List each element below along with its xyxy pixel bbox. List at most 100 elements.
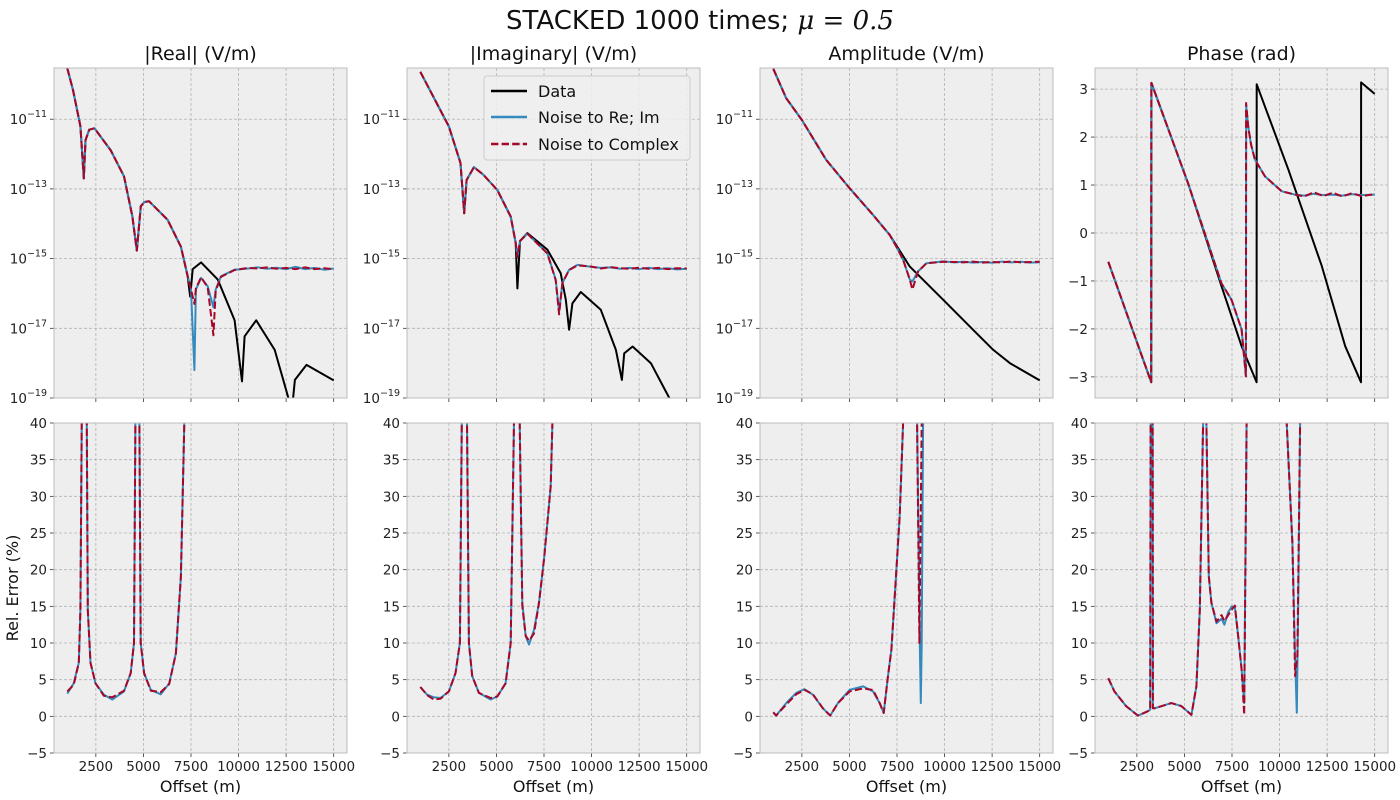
x-tick-label: 10000: [570, 759, 613, 775]
y-tick-label: 10−13: [363, 179, 400, 198]
x-tick-label: 2500: [79, 759, 113, 775]
plot-area: [760, 423, 1053, 753]
y-tick-label: 40: [736, 416, 753, 432]
y-tick-label: 10−11: [716, 109, 753, 128]
y-tick-label: 0: [1079, 226, 1088, 242]
subplot-title: |Real| (V/m): [144, 43, 257, 65]
suptitle-math: μ = 0.5: [797, 6, 894, 36]
x-tick-label: 5000: [126, 759, 160, 775]
legend-label: Noise to Complex: [538, 135, 679, 154]
suptitle-text: STACKED 1000 times;: [506, 6, 797, 36]
legend-box: [483, 75, 691, 161]
x-tick-label: 2500: [432, 759, 466, 775]
y-tick-label: 10−17: [716, 318, 753, 337]
y-tick-label: 15: [736, 599, 753, 615]
subplot-title: Amplitude (V/m): [828, 43, 984, 65]
y-tick-label: 10−15: [363, 249, 400, 268]
x-axis-label: Offset (m): [1201, 777, 1282, 796]
x-tick-label: 15000: [665, 759, 708, 775]
y-tick-label: 35: [30, 453, 47, 469]
subplot-3: −3 −2 −1 0 1 2 3 Phase (rad): [1068, 43, 1389, 402]
y-tick-label: 30: [30, 489, 47, 505]
series-line-noise-to-complex: [66, 423, 186, 699]
series-line-noise-to-complex: [1107, 81, 1375, 384]
y-tick-label: −1: [1068, 274, 1088, 290]
y-tick-label: 15: [1071, 599, 1088, 615]
y-tick-label: 15: [30, 599, 47, 615]
series-group: [419, 71, 687, 398]
x-tick-label: 15000: [1018, 759, 1061, 775]
x-tick-label: 2500: [1120, 759, 1154, 775]
y-tick-label: 2: [1079, 130, 1088, 146]
series-line-noise-to-complex: [419, 71, 687, 316]
plot-area: [1095, 423, 1388, 753]
y-tick-label: 10: [383, 636, 400, 652]
x-tick-label: 5000: [1167, 759, 1201, 775]
y-tick-label: 10−11: [10, 109, 47, 128]
x-tick-label: 15000: [312, 759, 355, 775]
x-tick-label: 12500: [618, 759, 661, 775]
y-tick-label: 35: [1071, 453, 1088, 469]
plot-area: [760, 68, 1053, 398]
y-tick-label: 10−17: [363, 318, 400, 337]
y-tick-label: −5: [733, 746, 753, 762]
series-group: [772, 68, 1041, 382]
plot-area: [54, 68, 347, 398]
y-tick-label: −5: [380, 746, 400, 762]
axes-frame: [1094, 422, 1389, 754]
legend: Data Noise to Re; Im Noise to Complex: [483, 75, 691, 161]
subplot-2: 10−11 10−13 10−15 10−17 10−19 Amplitude (V/m): [716, 43, 1054, 407]
axes-frame: [759, 422, 1054, 754]
subplot-0: 10−11 10−13 10−15 10−17 10−19 |Real| (V/m): [10, 43, 348, 407]
y-tick-label: 0: [744, 709, 753, 725]
y-tick-label: 0: [38, 709, 47, 725]
y-tick-label: 10: [1071, 636, 1088, 652]
y-tick-label: 20: [1071, 563, 1088, 579]
y-tick-label: 15: [383, 599, 400, 615]
y-tick-label: 0: [1079, 709, 1088, 725]
series-line-noise-to-complex: [772, 423, 923, 717]
y-tick-label: 10−15: [10, 249, 47, 268]
x-tick-label: 7500: [174, 759, 208, 775]
x-axis-label: Offset (m): [160, 777, 241, 796]
axes-frame: [759, 67, 1054, 399]
x-tick-label: 10000: [923, 759, 966, 775]
y-tick-label: 20: [30, 563, 47, 579]
series-line-noise-to-complex: [66, 68, 334, 337]
axes-frame: [1094, 67, 1389, 399]
series-group: [66, 423, 186, 701]
y-tick-label: 25: [30, 526, 47, 542]
y-tick-label: 25: [736, 526, 753, 542]
y-axis-label: Rel. Error (%): [3, 535, 22, 642]
axes-frame: [406, 67, 701, 399]
y-tick-label: 30: [1071, 489, 1088, 505]
y-tick-label: 1: [1079, 178, 1088, 194]
x-tick-label: 10000: [217, 759, 260, 775]
subplot-1: 10−11 10−13 10−15 10−17 10−19 |Imaginary| (V/…: [363, 43, 701, 407]
y-tick-label: 35: [736, 453, 753, 469]
y-tick-label: 3: [1079, 82, 1088, 98]
x-tick-label: 5000: [832, 759, 866, 775]
y-tick-label: 10−13: [10, 179, 47, 198]
x-tick-label: 7500: [880, 759, 914, 775]
axes-frame: [53, 67, 348, 399]
y-tick-label: 5: [38, 673, 47, 689]
y-tick-label: 10−19: [10, 388, 47, 407]
x-axis-label: Offset (m): [866, 777, 947, 796]
y-tick-label: 30: [383, 489, 400, 505]
series-group: [66, 68, 335, 398]
y-tick-label: −5: [1068, 746, 1088, 762]
subplot-4: 2500 5000 7500 10000 12500 15000 −5 0 5 10 15 20 25 3…: [27, 416, 355, 796]
y-tick-label: 5: [391, 673, 400, 689]
y-tick-label: 5: [744, 673, 753, 689]
y-tick-label: 10: [736, 636, 753, 652]
series-group: [772, 423, 925, 717]
y-tick-label: 25: [1071, 526, 1088, 542]
y-tick-label: 10−15: [716, 249, 753, 268]
axes-frame: [53, 422, 348, 754]
y-tick-label: 20: [383, 563, 400, 579]
y-tick-label: −2: [1068, 322, 1088, 338]
y-tick-label: 5: [1079, 673, 1088, 689]
y-tick-label: −5: [27, 746, 47, 762]
y-tick-label: 20: [736, 563, 753, 579]
